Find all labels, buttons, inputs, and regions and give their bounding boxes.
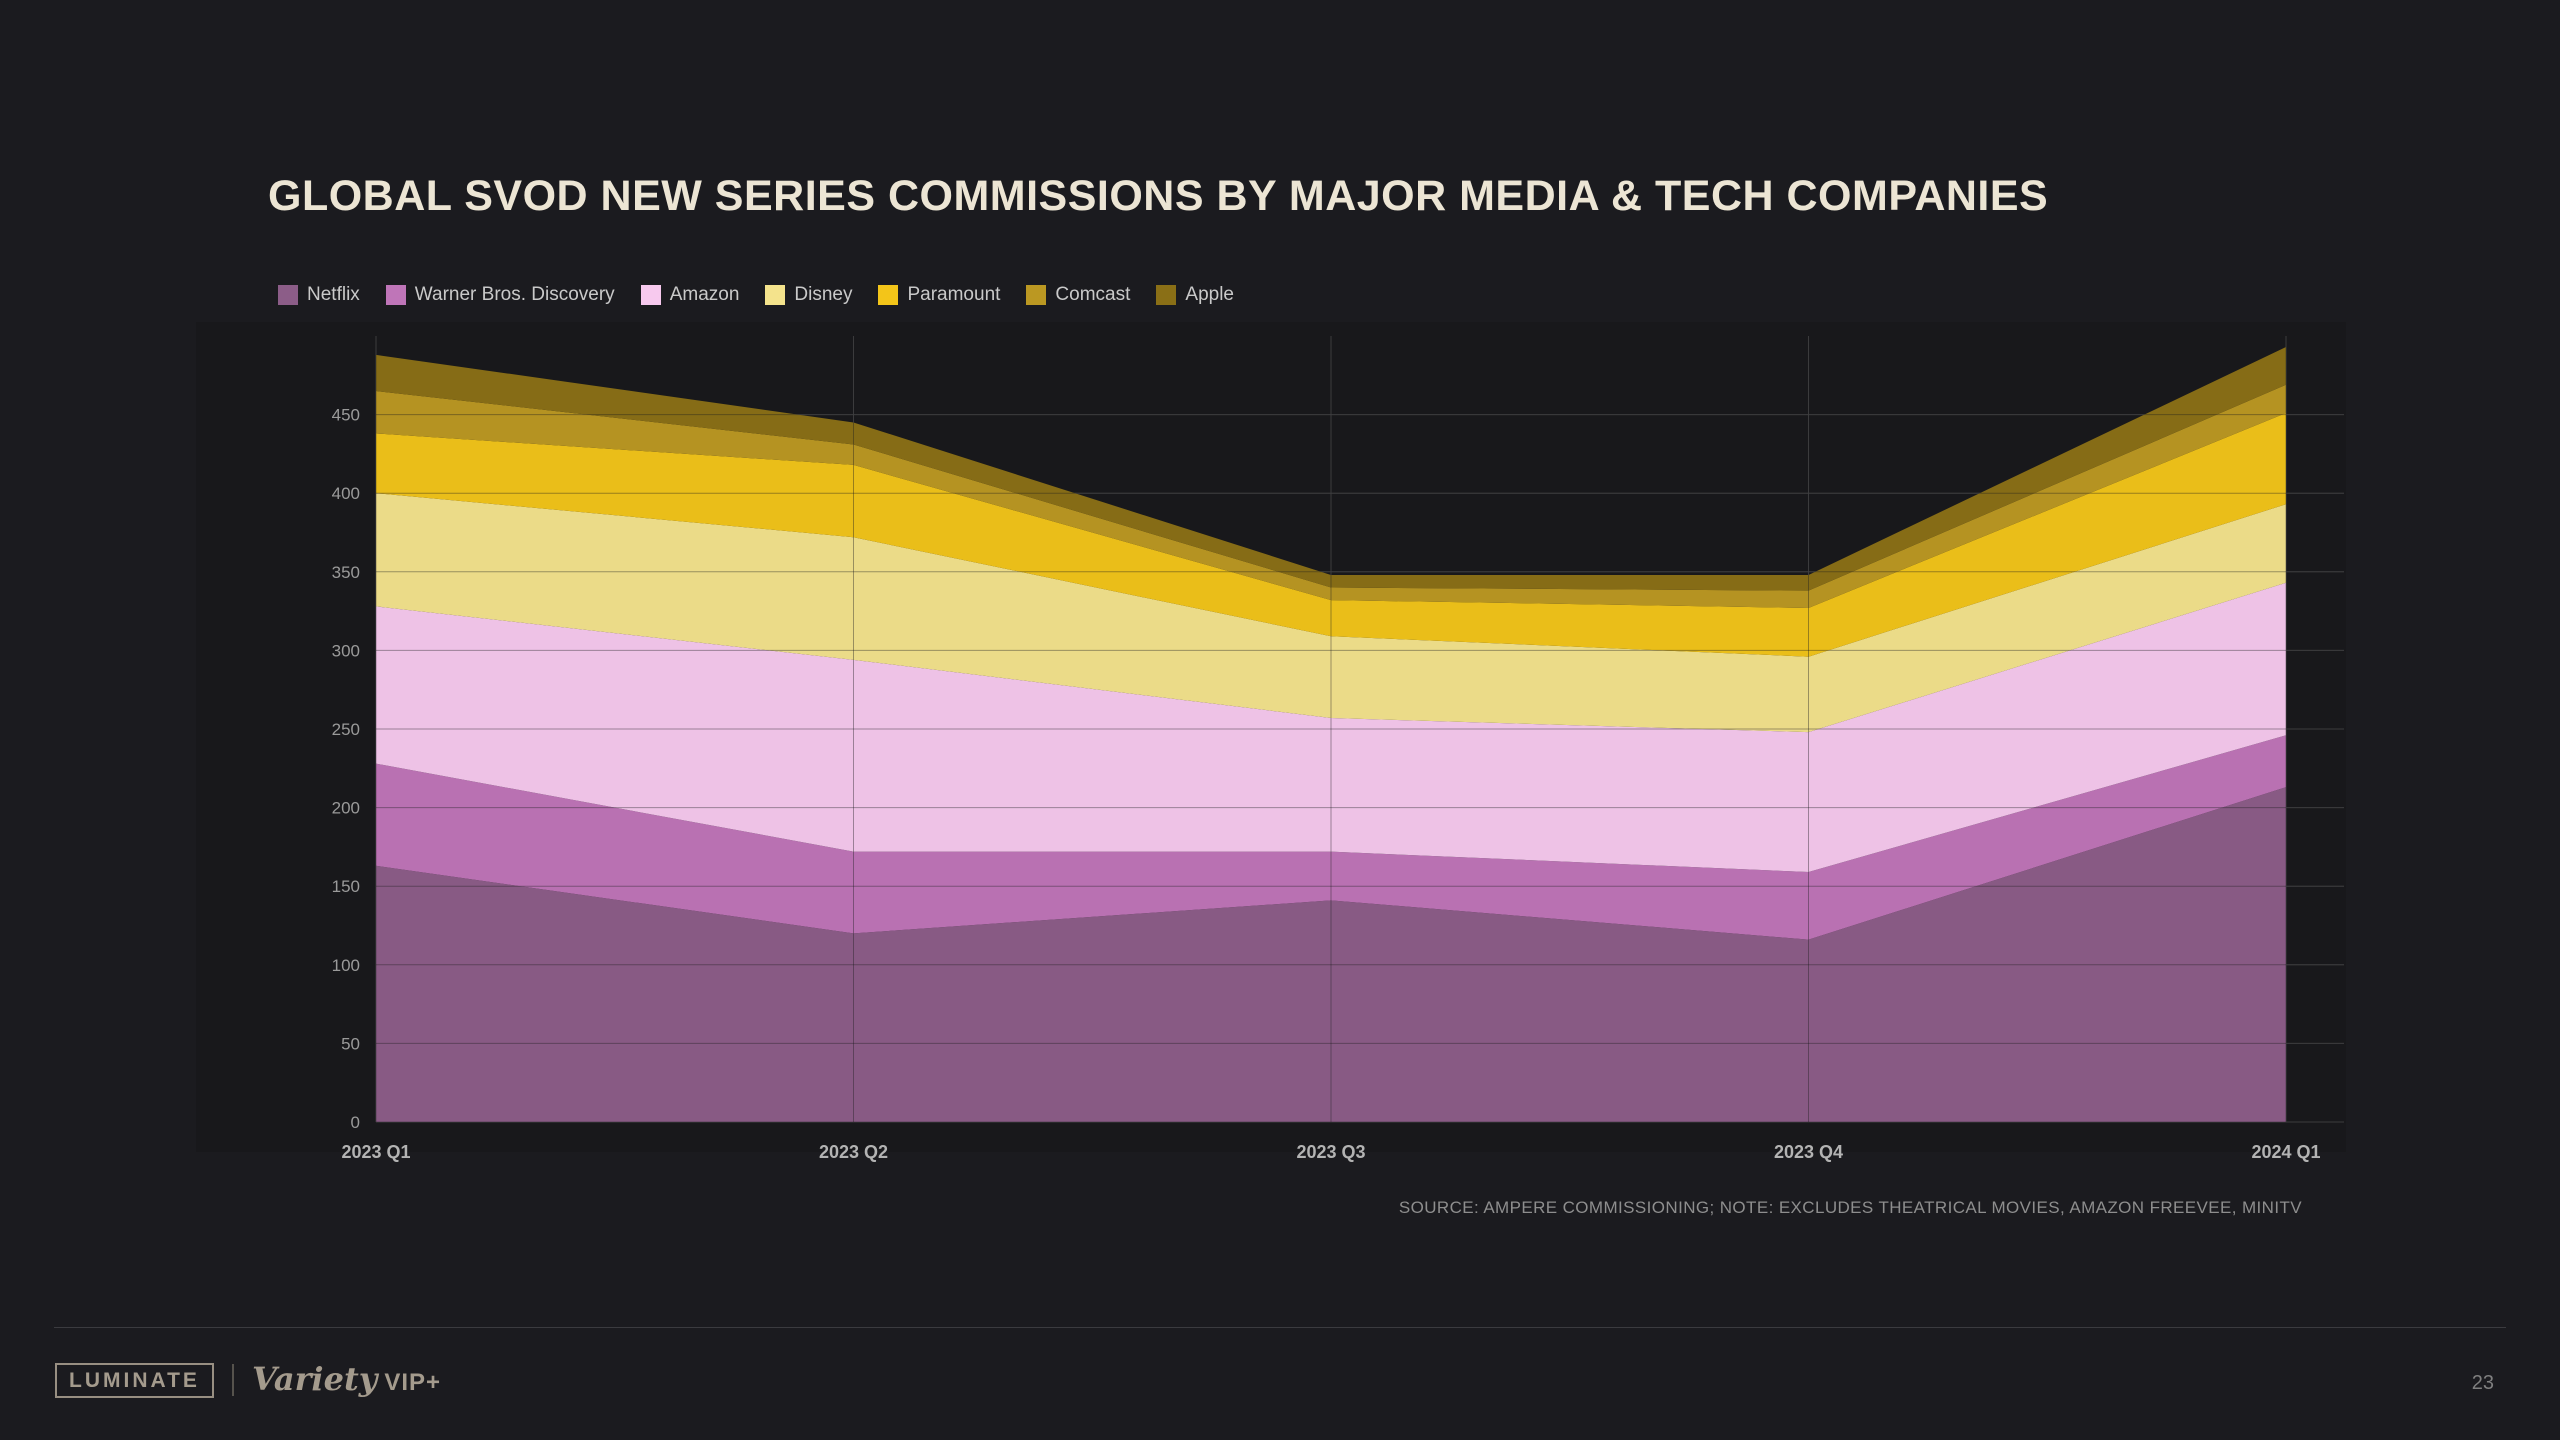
vip-plus-wordmark: VIP+ [384,1369,442,1396]
source-note: SOURCE: AMPERE COMMISSIONING; NOTE: EXCL… [1398,1198,2302,1217]
chart-legend: Netflix Warner Bros. Discovery Amazon Disne… [278,284,1234,306]
x-tick-label: 2024 Q1 [2251,1142,2320,1162]
legend-swatch [878,285,899,305]
luminate-logo: LUMINATE [55,1362,214,1398]
legend-label: Comcast [1055,284,1131,305]
area-paramount [376,413,2286,657]
y-tick-label: 300 [332,641,360,660]
variety-vip-logo: Variety VIP+ [252,1363,441,1397]
legend-label: Warner Bros. Discovery [414,284,615,305]
area-netflix [376,787,2286,1122]
legend-item-comcast: Comcast [1026,284,1130,306]
y-tick-label: 200 [332,799,360,818]
y-tick-label: 0 [351,1113,360,1132]
legend-item-apple: Apple [1156,284,1234,306]
legend-swatch [765,285,786,305]
legend-item-netflix: Netflix [278,284,360,306]
area-disney [376,493,2286,733]
y-tick-label: 450 [332,406,360,425]
legend-swatch [640,285,661,305]
legend-label: Apple [1185,284,1234,305]
y-tick-label: 350 [332,563,360,582]
page-number: 23 [2471,1372,2494,1394]
area-warner-bros-discovery [376,735,2286,940]
y-tick-label: 150 [332,877,360,896]
legend-item-amazon: Amazon [640,284,740,306]
legend-item-warner-bros-discovery: Warner Bros. Discovery [385,284,615,306]
footer-separator [231,1364,234,1396]
footer-divider [54,1327,2506,1328]
gridlines-over [375,336,2344,1123]
y-tick-label: 400 [332,484,360,503]
legend-swatch [278,285,298,305]
legend-item-paramount: Paramount [878,284,1000,306]
legend-swatch [1026,285,1047,305]
area-amazon [376,582,2286,873]
y-tick-label: 100 [332,956,360,975]
stacked-area-chart: 0 50 100 150 200 250 300 350 400 450 2023 Q1 2023 Q… [332,336,2344,1162]
x-tick-label: 2023 Q2 [819,1142,888,1162]
legend-label: Netflix [307,284,360,305]
page-title: GLOBAL SVOD NEW SERIES COMMISSIONS BY MA… [268,172,2049,220]
x-tick-label: 2023 Q3 [1296,1142,1365,1162]
legend-label: Paramount [907,284,1001,305]
legend-swatch [1156,285,1177,305]
legend-label: Amazon [669,284,740,305]
legend-item-disney: Disney [765,284,852,306]
y-tick-label: 50 [341,1034,360,1053]
x-tick-label: 2023 Q4 [1774,1142,1843,1162]
legend-swatch [385,285,406,305]
variety-wordmark: Variety [251,1360,378,1398]
legend-label: Disney [794,284,853,305]
footer: LUMINATE Variety VIP+ [55,1356,441,1404]
y-tick-label: 250 [332,720,360,739]
x-tick-label: 2023 Q1 [341,1142,410,1162]
